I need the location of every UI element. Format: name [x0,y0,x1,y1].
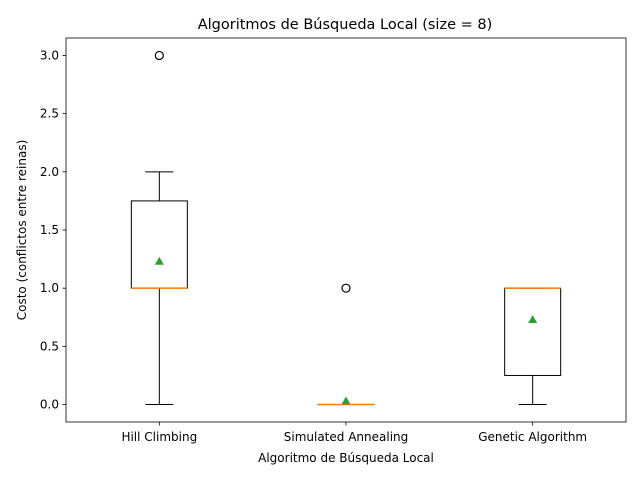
box-iqr [130,200,188,289]
mean-marker [154,256,164,265]
x-axis: Hill Climbing Simulated Annealing Genetic … [121,422,587,444]
box-group [130,50,562,406]
y-tick-label: 0.5 [40,339,59,353]
mean-marker [341,396,351,405]
y-axis: 0.0 0.5 1.0 1.5 2.0 2.5 3.0 [40,48,66,412]
box-plot-1 [130,50,188,406]
box-plot-3 [504,287,562,406]
y-axis-title: Costo (conflictos entre reinas) [15,140,29,321]
outlier-point [154,50,164,61]
chart-title: Algoritmos de Búsqueda Local (size = 8) [198,17,493,33]
y-tick-label: 3.0 [40,48,59,62]
y-tick-label: 2.0 [40,165,59,179]
x-tick-label: Hill Climbing [121,430,197,444]
box-plot-2 [317,283,375,406]
y-tick-label: 1.0 [40,281,59,295]
x-axis-title: Algoritmo de Búsqueda Local [258,451,434,465]
plot-area-frame [65,37,627,423]
box-iqr [504,287,562,376]
x-tick-label: Simulated Annealing [284,430,409,444]
y-tick-label: 1.5 [40,223,59,237]
y-tick-label: 2.5 [40,107,59,121]
mean-marker [528,315,538,323]
x-tick-label: Genetic Algorithm [478,430,587,444]
y-tick-label: 0.0 [40,398,59,412]
outlier-point [341,283,351,293]
